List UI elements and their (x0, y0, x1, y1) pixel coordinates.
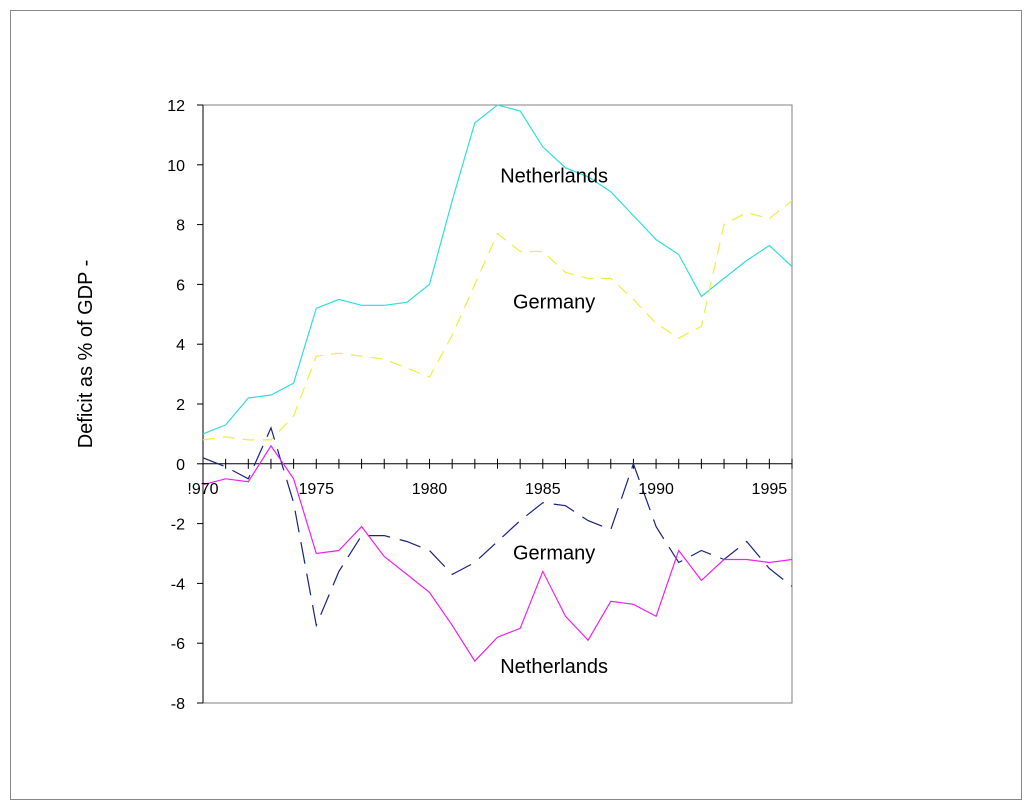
x-tick-label: 1990 (638, 481, 674, 498)
series-annotation: Germany (513, 291, 595, 313)
series-annotation: Germany (513, 542, 595, 564)
y-tick-label: 2 (176, 397, 185, 414)
series-line-3 (202, 444, 793, 663)
x-tick-label: !970 (187, 481, 218, 498)
series-line-2 (202, 426, 793, 628)
y-tick-label: 10 (167, 158, 185, 175)
y-tick-label: -8 (171, 696, 185, 713)
y-tick-label: 0 (176, 457, 185, 474)
x-tick-label: 1980 (412, 481, 448, 498)
y-tick-label: -4 (171, 576, 185, 593)
y-axis-title: Deficit as % of GDP - (75, 260, 97, 449)
y-tick-label: 6 (176, 277, 185, 294)
y-tick-label: -2 (171, 517, 185, 534)
y-tick-label: -6 (171, 636, 185, 653)
x-tick-label: 1975 (298, 481, 334, 498)
series-line-0 (202, 104, 793, 435)
y-tick-label: 12 (167, 98, 185, 115)
y-tick-label: 8 (176, 218, 185, 235)
plot-area (202, 104, 793, 704)
y-tick-label: 4 (176, 337, 185, 354)
series-annotation: Netherlands (500, 166, 608, 188)
series-annotation: Netherlands (500, 656, 608, 678)
x-tick-label: 1995 (752, 481, 788, 498)
series-line-1 (202, 200, 793, 441)
x-tick-label: 1985 (525, 481, 561, 498)
